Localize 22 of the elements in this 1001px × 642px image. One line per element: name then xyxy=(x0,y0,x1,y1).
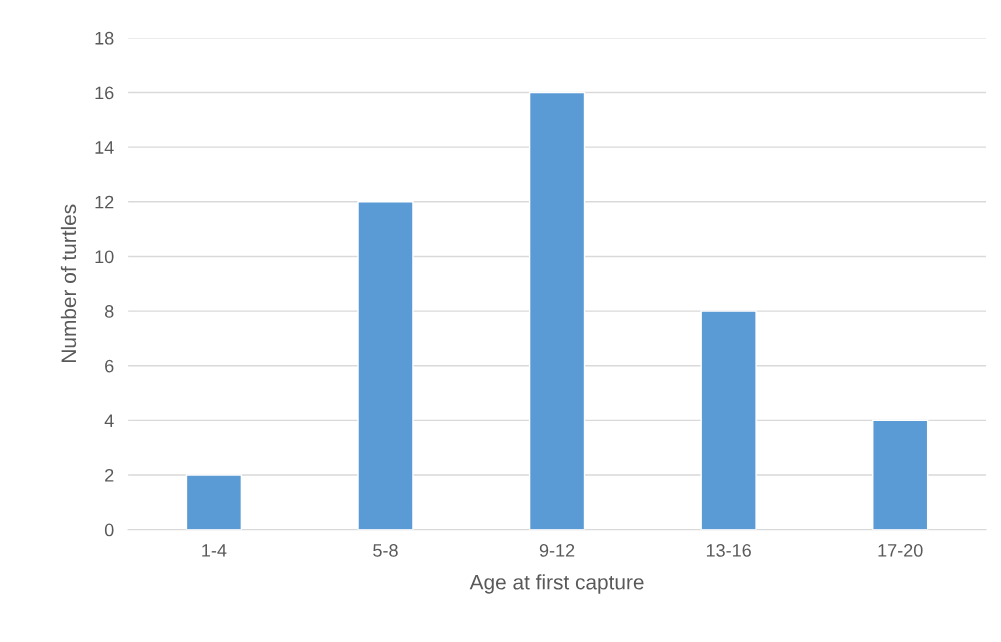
x-tick-label: 17-20 xyxy=(878,544,923,557)
y-tick-label: 8 xyxy=(104,305,114,318)
y-tick-label: 2 xyxy=(105,468,114,482)
bar xyxy=(528,91,586,530)
y-tick-label: 0 xyxy=(104,523,114,537)
y-axis-title: Number of turtles xyxy=(60,204,77,362)
x-tick-label: 9-12 xyxy=(539,544,575,557)
y-tick-label: 6 xyxy=(105,359,114,373)
x-tick-label: 13-16 xyxy=(706,544,751,557)
y-tick-label: 4 xyxy=(104,414,114,427)
x-axis-title: Age at first capture xyxy=(469,574,644,594)
y-tick-label: 14 xyxy=(95,141,114,154)
x-tick-label: 5-8 xyxy=(373,544,398,557)
bar xyxy=(185,474,243,530)
bar xyxy=(357,201,414,530)
x-tick-label: 1-4 xyxy=(202,544,227,557)
y-tick-label: 12 xyxy=(95,195,114,209)
bar xyxy=(872,419,929,530)
y-tick-label: 10 xyxy=(95,250,114,264)
y-tick-label: 18 xyxy=(95,31,114,45)
bar xyxy=(700,310,757,530)
y-tick-label: 16 xyxy=(95,86,114,100)
